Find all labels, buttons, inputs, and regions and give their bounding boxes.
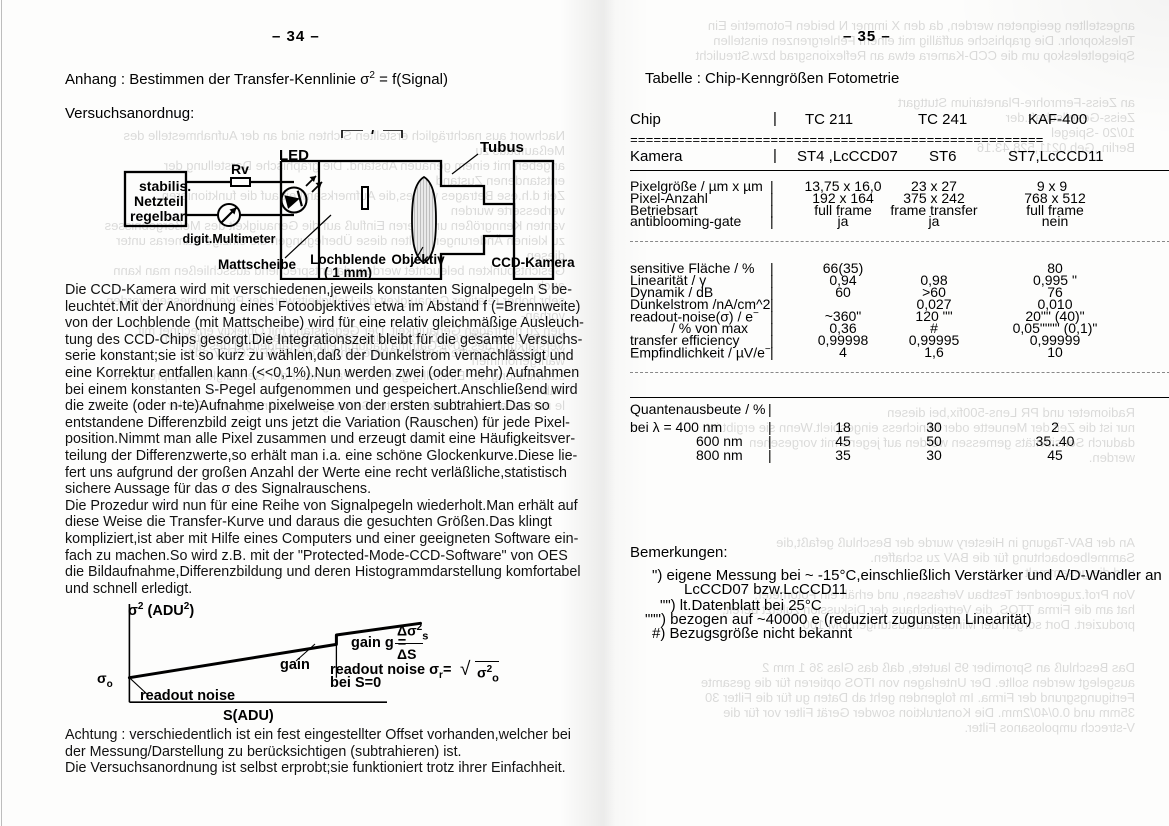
svg-text:Tubus: Tubus bbox=[480, 139, 524, 156]
svg-text:f: f bbox=[371, 130, 377, 137]
svg-text:Rv: Rv bbox=[231, 161, 249, 177]
svg-text:CCD-Kamera: CCD-Kamera bbox=[491, 255, 575, 270]
svg-text:Netzteil: Netzteil bbox=[134, 193, 184, 209]
svg-text:regelbar: regelbar bbox=[130, 208, 186, 224]
svg-text:stabilis.: stabilis. bbox=[139, 178, 191, 194]
svg-text:LED: LED bbox=[279, 147, 309, 164]
svg-text:digit.Multimeter: digit.Multimeter bbox=[182, 232, 275, 246]
svg-text:( 1 mm): ( 1 mm) bbox=[324, 265, 372, 280]
svg-text:Mattscheibe: Mattscheibe bbox=[218, 257, 297, 272]
svg-text:Objektiv: Objektiv bbox=[391, 252, 445, 267]
